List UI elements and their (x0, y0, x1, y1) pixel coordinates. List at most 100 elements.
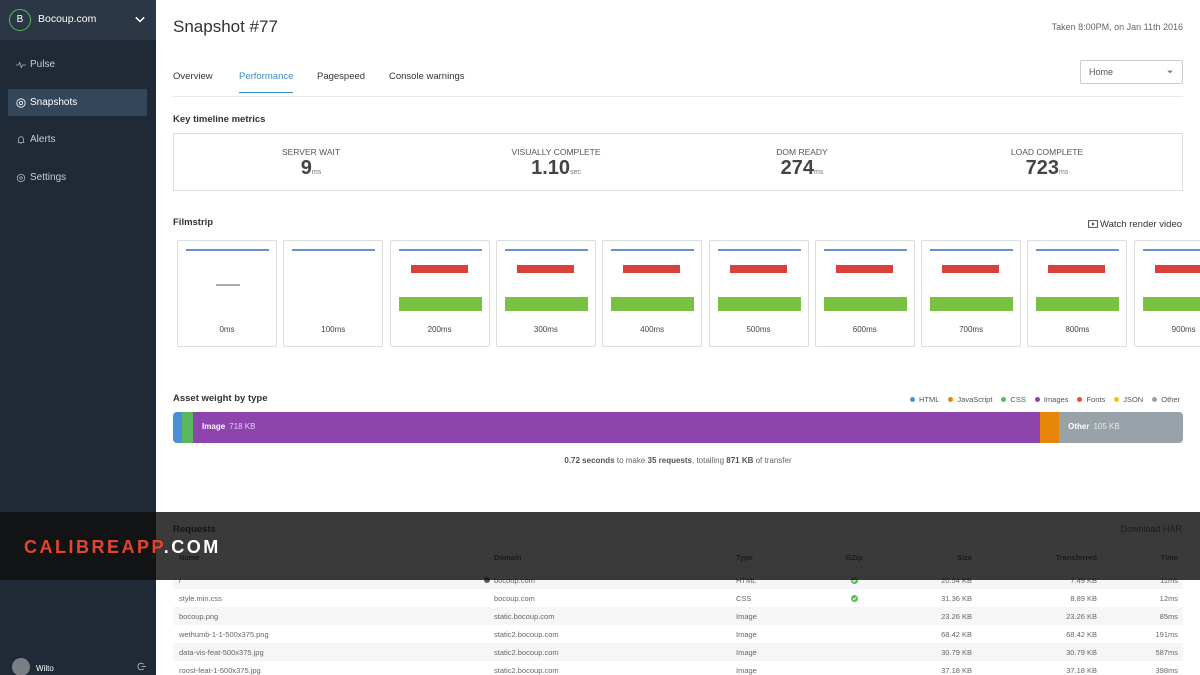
row-stripe (173, 607, 1183, 625)
tab[interactable]: Pagespeed (317, 71, 366, 82)
cell-transferred: 37.18 KB (1066, 666, 1097, 675)
legend-label: HTML (918, 395, 940, 404)
legend-label: JavaScript (957, 395, 993, 404)
asset-segment (182, 412, 194, 443)
frame-thumb-bg (1142, 253, 1200, 297)
metric-unit: ms (311, 169, 322, 176)
asset-segment (173, 412, 183, 443)
cell-size: 37.18 KB (941, 666, 972, 675)
cell-type: CSS (736, 594, 752, 603)
legend-item: JSON (1114, 395, 1143, 404)
frame-thumb-bar (1142, 249, 1200, 251)
summary-part: to make (614, 456, 648, 465)
frame-label: 500ms (746, 325, 771, 334)
nav-active-bg (8, 89, 147, 116)
cell-size: 20.54 KB (941, 576, 972, 585)
frame-label: 400ms (640, 325, 665, 334)
frame-thumb-green (1142, 297, 1200, 311)
frame-label: 800ms (1065, 325, 1090, 334)
segment-label: Image (202, 422, 226, 431)
cell-type: Image (736, 630, 757, 639)
metric-label: VISUALLY COMPLETE (511, 147, 601, 157)
cell-time: 11ms (1160, 576, 1178, 585)
tab[interactable]: Console warnings (389, 71, 465, 82)
legend-item: Images (1034, 395, 1069, 404)
tab[interactable]: Performance (239, 71, 294, 93)
row-info-dot (484, 577, 490, 583)
segment-label: Other (1068, 422, 1090, 431)
cell-domain: static2.bocoup.com (494, 648, 559, 657)
legend-dot (1001, 397, 1007, 402)
frame-thumb-red (410, 265, 468, 273)
cell-type: Image (736, 648, 757, 657)
page-title: Snapshot #77 (173, 17, 278, 36)
nav-item[interactable]: Pulse (30, 59, 56, 70)
logout-icon (137, 662, 146, 671)
frame-thumb-red (729, 265, 787, 273)
metric-value-wrap: 9ms (211, 157, 411, 180)
user-name[interactable]: Wilto (36, 664, 54, 673)
cell-domain: static2.bocoup.com (494, 666, 559, 675)
metric-unit: ms (1059, 169, 1069, 176)
cell-time: 85ms (1159, 612, 1178, 621)
nav-icon (16, 61, 26, 69)
nav-item[interactable]: Snapshots (30, 97, 78, 108)
frame-thumb-text (216, 284, 240, 286)
metric-value-wrap: 274ms (702, 157, 902, 180)
summary-part: 35 requests (647, 456, 692, 465)
watermark-tld: .COM (163, 537, 221, 557)
asset-segment (1040, 412, 1060, 443)
frame-thumb-red (623, 265, 681, 273)
legend-item: Other (1152, 395, 1180, 404)
asset-segment: Other 105 KB (1059, 412, 1183, 443)
frame-thumb-bar (930, 249, 1014, 251)
frame-label: 300ms (533, 325, 558, 334)
metric-value: 274 (780, 157, 815, 179)
cell-name: data-vis-feat-500x375.jpg (179, 648, 264, 657)
frame-thumb-bg (717, 253, 801, 297)
frame-label: 900ms (1171, 325, 1196, 334)
metric-value: 9 (300, 157, 312, 179)
cell-domain: bocoup.com (494, 576, 535, 585)
section-title: Filmstrip (173, 217, 214, 228)
frame-thumb-red (1048, 265, 1106, 273)
film-frame: 700ms (921, 240, 1022, 347)
section-title: Key timeline metrics (173, 114, 266, 125)
section-title: Asset weight by type (173, 393, 268, 404)
frame-thumb-green (1036, 297, 1120, 311)
frame-label: 600ms (852, 325, 877, 334)
legend-dot (1114, 397, 1120, 402)
metric-label: SERVER WAIT (281, 147, 341, 157)
cell-name: bocoup.png (179, 612, 219, 621)
asset-bar: Image 718 KB Other 105 KB (173, 412, 1183, 443)
cell-size: 30.79 KB (941, 648, 972, 657)
nav-item[interactable]: Settings (30, 172, 67, 183)
cell-size: 31.36 KB (941, 594, 972, 603)
frame-thumb-red (942, 265, 1000, 273)
gzip-check (850, 594, 858, 602)
film-frame: 500ms (708, 240, 809, 347)
frame-thumb-bar (292, 249, 376, 251)
frame-thumb-bar (398, 249, 482, 251)
metric-unit: ms (814, 169, 824, 176)
legend-label: Fonts (1086, 395, 1106, 404)
legend-label: Images (1043, 395, 1069, 404)
video-icon (1088, 220, 1098, 228)
cell-time: 587ms (1155, 648, 1178, 657)
cell-domain: static.bocoup.com (494, 612, 555, 621)
frame-thumb-green (611, 297, 695, 311)
page-select[interactable]: Home (1080, 60, 1183, 84)
legend-dot (948, 397, 954, 402)
watch-video[interactable]: Watch render video (1100, 219, 1183, 230)
metric-value-wrap: 1.10sec (456, 157, 656, 180)
legend-item: Fonts (1077, 395, 1105, 404)
nav-item[interactable]: Alerts (30, 134, 56, 145)
tab[interactable]: Overview (173, 71, 213, 82)
frame-thumb-bg (823, 253, 907, 297)
frame-label: 100ms (321, 325, 346, 334)
org-name[interactable]: Bocoup.com (38, 13, 97, 25)
page-select-value: Home (1089, 67, 1114, 77)
frame-thumb-red (1154, 265, 1200, 273)
legend-label: CSS (1010, 395, 1026, 404)
